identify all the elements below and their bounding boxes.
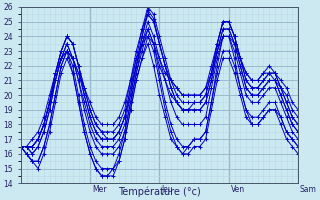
Text: Sam: Sam <box>300 185 317 194</box>
Text: Ven: Ven <box>230 185 244 194</box>
X-axis label: Température (°c): Température (°c) <box>118 186 201 197</box>
Text: Jeu: Jeu <box>161 185 173 194</box>
Text: Mer: Mer <box>92 185 106 194</box>
